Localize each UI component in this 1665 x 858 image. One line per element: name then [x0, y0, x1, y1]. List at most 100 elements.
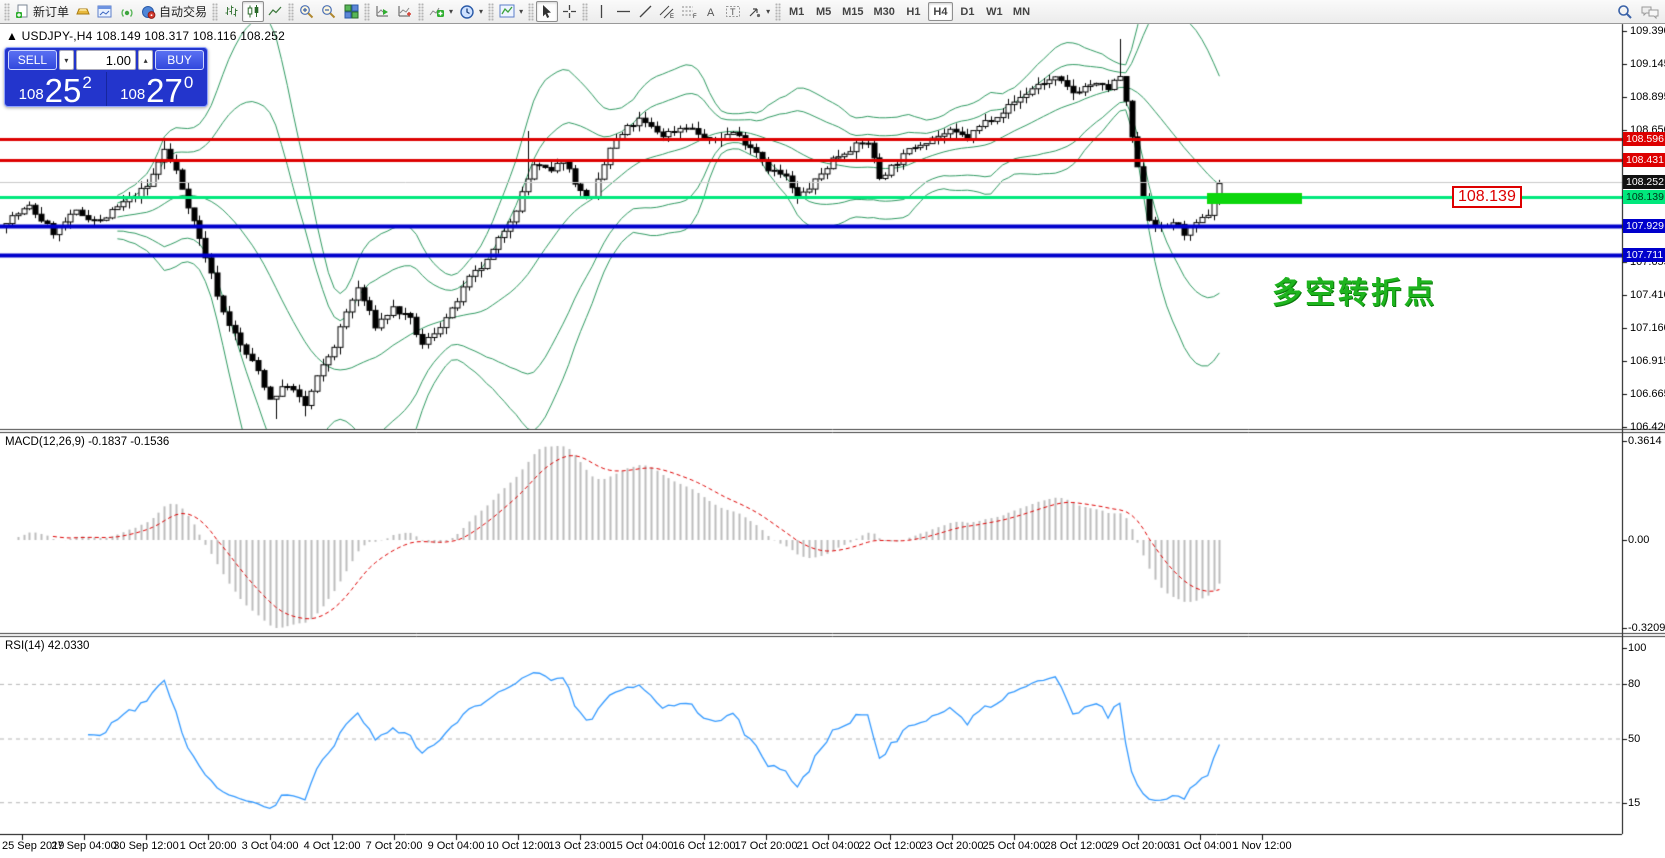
search-icon[interactable] — [1617, 4, 1633, 20]
crosshair-tool-button[interactable] — [558, 1, 580, 22]
date-tick-label: 1 Nov 12:00 — [1232, 840, 1292, 852]
price-tick-label: 107.160 — [1630, 322, 1665, 334]
ohlc-high: 108.317 — [144, 29, 190, 43]
dropdown-caret: ▾ — [766, 7, 771, 16]
profiles-button[interactable] — [72, 1, 94, 22]
price-annotation-box[interactable]: 108.139 — [1452, 186, 1522, 208]
timeframe-m15[interactable]: M15 — [838, 2, 867, 21]
timeframe-mn[interactable]: MN — [1009, 2, 1034, 21]
macd-axis-label: -0.3209 — [1628, 622, 1665, 634]
signals-button[interactable] — [116, 1, 138, 22]
line-chart-button[interactable] — [264, 1, 286, 22]
tile-windows-button[interactable] — [340, 1, 362, 22]
toolbar-grip — [418, 2, 425, 21]
sell-price-base: 108 — [18, 86, 44, 103]
macd-axis-label: 0.3614 — [1628, 435, 1662, 447]
timeframe-h1[interactable]: H1 — [901, 2, 926, 21]
ohlc-open: 108.149 — [96, 29, 141, 43]
price-tick-label: 106.420 — [1630, 421, 1665, 433]
date-tick-label: 22 Oct 12:00 — [858, 840, 922, 852]
charts-window-button[interactable] — [94, 1, 116, 22]
gold-profile-icon — [75, 5, 91, 19]
candlestick-chart-button[interactable] — [242, 1, 265, 22]
symbol-expander-icon[interactable]: ▲ — [6, 29, 19, 43]
buy-button[interactable]: BUY — [155, 50, 204, 70]
zoom-out-button[interactable] — [318, 1, 340, 22]
new-order-button[interactable]: 新订单 — [12, 1, 72, 22]
date-tick-label: 4 Oct 12:00 — [303, 840, 361, 852]
bar-chart-button[interactable] — [220, 1, 242, 22]
horizontal-line-tool-button[interactable] — [612, 1, 634, 22]
turning-point-annotation[interactable]: 多空转折点 — [1272, 277, 1437, 310]
sell-price-big: 25 — [44, 72, 82, 107]
volume-increase-button[interactable]: ▴ — [138, 50, 154, 70]
toolbar-grip — [528, 2, 535, 21]
svg-text:F: F — [693, 14, 697, 19]
cursor-icon — [540, 4, 554, 19]
svg-text:T: T — [730, 7, 736, 17]
date-tick-label: 25 Sep 2019 — [2, 840, 65, 852]
timeframe-h4[interactable]: H4 — [927, 2, 953, 22]
macd-indicator-label: MACD(12,26,9) -0.1837 -0.1536 — [5, 436, 170, 448]
rsi-axis-label: 100 — [1628, 642, 1647, 654]
date-tick-label: 17 Oct 20:00 — [734, 840, 798, 852]
timeframe-m30[interactable]: M30 — [870, 2, 899, 21]
date-tick-label: 27 Sep 04:00 — [51, 840, 117, 852]
crosshair-icon — [562, 4, 577, 19]
tile-windows-icon — [344, 4, 359, 19]
periods-button[interactable]: ▾ — [456, 1, 486, 22]
auto-trading-button[interactable]: 自动交易 — [138, 1, 210, 22]
line-chart-icon — [268, 4, 283, 19]
vertical-line-tool-button[interactable] — [590, 1, 612, 22]
text-label-tool-button[interactable]: T — [722, 1, 744, 22]
trendline-icon — [638, 4, 653, 19]
price-tick-label: 106.915 — [1630, 355, 1665, 367]
indicators-button[interactable]: ▾ — [426, 1, 456, 22]
price-tag: 107.711 — [1623, 248, 1665, 262]
price-tag: 108.431 — [1623, 153, 1665, 167]
cursor-tool-button[interactable] — [536, 1, 559, 22]
toolbar-grip — [288, 2, 295, 21]
timeframe-group: M1 M5 M15 M30 H1 H4 D1 W1 MN — [783, 2, 1035, 22]
buy-price[interactable]: 108 27 0 — [107, 72, 208, 106]
text-icon: A — [705, 5, 718, 19]
sell-price[interactable]: 108 25 2 — [5, 72, 106, 107]
chat-icon[interactable] — [1641, 5, 1659, 20]
timeframe-w1[interactable]: W1 — [982, 2, 1007, 21]
main-toolbar: 新订单 自动交易 — [0, 0, 1665, 24]
chart-shift-button[interactable] — [394, 1, 416, 22]
trendline-tool-button[interactable] — [634, 1, 656, 22]
arrows-tool-button[interactable]: ▾ — [744, 1, 773, 22]
date-tick-label: 13 Oct 23:00 — [548, 840, 612, 852]
timeframe-d1[interactable]: D1 — [955, 2, 980, 21]
fibonacci-tool-button[interactable]: F — [678, 1, 700, 22]
date-tick-label: 29 Oct 20:00 — [1106, 840, 1170, 852]
sell-button[interactable]: SELL — [8, 50, 57, 70]
zoom-in-button[interactable] — [296, 1, 318, 22]
date-tick-label: 1 Oct 20:00 — [179, 840, 237, 852]
equidistant-channel-icon: E — [659, 4, 675, 20]
fibonacci-icon: F — [681, 4, 697, 20]
text-label-icon: T — [725, 4, 741, 19]
dropdown-caret: ▾ — [449, 7, 454, 16]
toolbar-grip — [212, 2, 219, 21]
volume-decrease-button[interactable]: ▾ — [58, 50, 74, 70]
auto-scroll-button[interactable] — [372, 1, 394, 22]
dropdown-caret: ▾ — [519, 7, 524, 16]
symbol-name: USDJPY-,H4 — [21, 29, 93, 43]
new-order-icon — [15, 4, 30, 19]
timeframe-m5[interactable]: M5 — [811, 2, 836, 21]
price-tag: 108.596 — [1623, 132, 1665, 146]
auto-scroll-icon — [375, 4, 391, 19]
symbol-info-bar[interactable]: ▲ USDJPY-,H4 108.149 108.317 108.116 108… — [6, 29, 285, 43]
template-icon — [499, 4, 515, 19]
volume-input[interactable] — [76, 50, 136, 70]
text-tool-button[interactable]: A — [700, 1, 722, 22]
arrows-icon — [747, 4, 762, 19]
timeframe-m1[interactable]: M1 — [784, 2, 809, 21]
channel-tool-button[interactable]: E — [656, 1, 678, 22]
candlestick-icon — [246, 4, 261, 19]
date-tick-label: 28 Oct 12:00 — [1044, 840, 1108, 852]
templates-button[interactable]: ▾ — [496, 1, 526, 22]
